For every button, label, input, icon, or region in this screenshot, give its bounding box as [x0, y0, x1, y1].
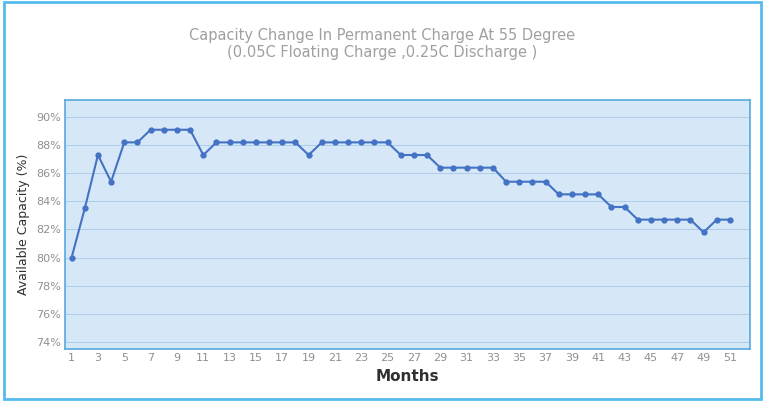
X-axis label: Months: Months — [376, 369, 439, 384]
Text: Capacity Change In Permanent Charge At 55 Degree
(0.05C Floating Charge ,0.25C D: Capacity Change In Permanent Charge At 5… — [190, 28, 575, 61]
Y-axis label: Available Capacity (%): Available Capacity (%) — [18, 154, 31, 295]
